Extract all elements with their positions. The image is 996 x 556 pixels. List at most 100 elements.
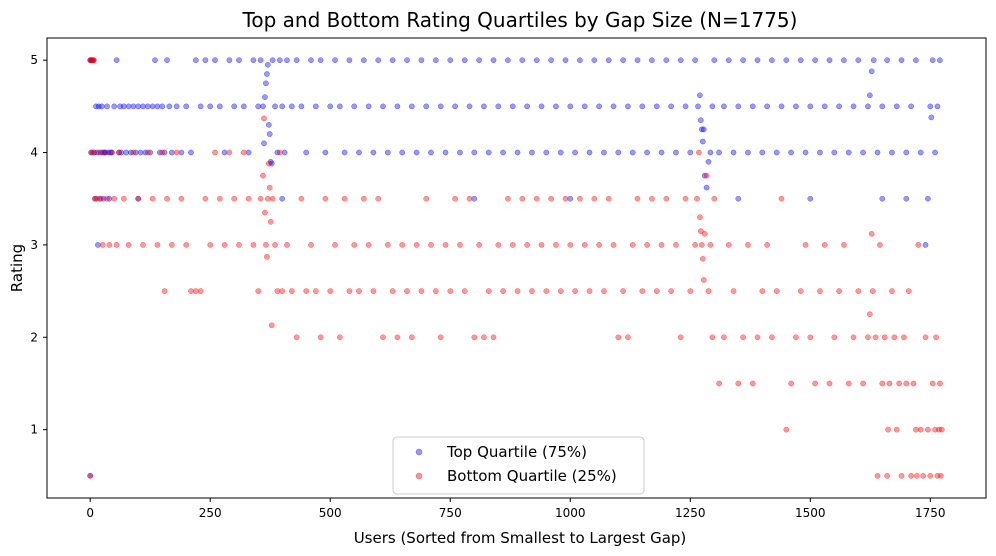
data-point — [168, 149, 175, 156]
data-point — [192, 288, 199, 294]
data-point — [557, 149, 564, 156]
data-point — [901, 334, 907, 341]
data-point — [533, 195, 540, 202]
data-point — [428, 242, 434, 248]
data-point — [802, 242, 809, 248]
data-point — [216, 195, 223, 202]
x-tick-label: 500 — [319, 506, 342, 520]
data-point — [735, 195, 742, 202]
data-point — [240, 149, 247, 156]
data-point — [596, 103, 602, 110]
data-point — [730, 149, 737, 156]
data-point — [920, 472, 926, 479]
data-point — [711, 57, 718, 64]
data-point — [257, 57, 264, 64]
data-point — [831, 149, 838, 156]
data-point — [697, 92, 703, 99]
data-point — [356, 149, 362, 156]
data-point — [272, 103, 278, 110]
data-point — [707, 242, 714, 248]
chart-title: Top and Bottom Rating Quartiles by Gap S… — [242, 8, 798, 32]
data-point — [365, 242, 372, 248]
data-point — [865, 334, 871, 341]
data-point — [490, 334, 497, 341]
data-point — [937, 57, 943, 64]
data-point — [457, 242, 463, 248]
data-point — [140, 103, 146, 110]
data-point — [913, 426, 919, 433]
data-point — [384, 149, 391, 156]
data-point — [481, 334, 487, 341]
data-point — [221, 242, 228, 248]
data-point — [399, 149, 406, 156]
data-point — [778, 195, 785, 202]
y-tick-label: 4 — [30, 146, 38, 160]
data-point — [740, 57, 746, 64]
x-axis-ticks: 0 250 500 750 1000 1250 1500 1750 — [86, 498, 946, 520]
x-tick-label: 250 — [199, 506, 222, 520]
data-point — [95, 103, 102, 110]
data-point — [841, 57, 847, 64]
data-point — [639, 103, 646, 110]
data-point — [91, 57, 97, 64]
data-point — [745, 149, 751, 156]
data-point — [562, 57, 569, 64]
data-point — [269, 195, 276, 202]
data-point — [257, 195, 264, 202]
data-point — [466, 103, 473, 110]
data-point — [538, 103, 545, 110]
data-point — [261, 115, 267, 122]
data-point — [697, 214, 703, 221]
data-point — [817, 149, 823, 156]
data-point — [183, 242, 190, 248]
data-point — [917, 149, 924, 156]
data-point — [695, 103, 701, 110]
data-point — [240, 103, 247, 110]
data-point — [231, 103, 238, 110]
data-point — [903, 149, 910, 156]
data-point — [868, 68, 875, 75]
data-point — [226, 149, 233, 156]
y-tick-label: 3 — [30, 238, 38, 252]
data-point — [885, 426, 891, 433]
data-point — [754, 57, 761, 64]
data-point — [221, 149, 228, 156]
data-point — [913, 57, 919, 64]
data-point — [917, 426, 924, 433]
data-point — [279, 103, 286, 110]
data-point — [317, 57, 324, 64]
data-point — [730, 288, 737, 294]
data-point — [711, 195, 718, 202]
data-point — [845, 149, 852, 156]
data-point — [137, 149, 144, 156]
data-point — [807, 334, 814, 341]
data-point — [389, 57, 396, 64]
data-point — [255, 288, 262, 294]
data-point — [260, 103, 266, 110]
data-point — [471, 149, 478, 156]
data-point — [889, 149, 895, 156]
data-point — [914, 472, 920, 479]
data-point — [572, 149, 578, 156]
data-point — [577, 195, 583, 202]
data-point — [649, 195, 655, 202]
data-point — [452, 103, 458, 110]
data-point — [264, 61, 271, 68]
data-point — [649, 57, 655, 64]
data-point — [586, 149, 593, 156]
data-point — [870, 57, 877, 64]
data-point — [740, 334, 746, 341]
data-point — [144, 103, 151, 110]
data-point — [336, 334, 343, 341]
data-point — [562, 195, 569, 202]
data-point — [860, 380, 866, 387]
x-tick-label: 750 — [439, 506, 462, 520]
data-point — [365, 103, 372, 110]
data-point — [266, 131, 273, 137]
data-point — [929, 380, 936, 387]
data-point — [703, 172, 710, 179]
data-point — [236, 242, 242, 248]
data-point — [653, 103, 660, 110]
data-point — [879, 195, 886, 202]
data-point — [231, 195, 238, 202]
